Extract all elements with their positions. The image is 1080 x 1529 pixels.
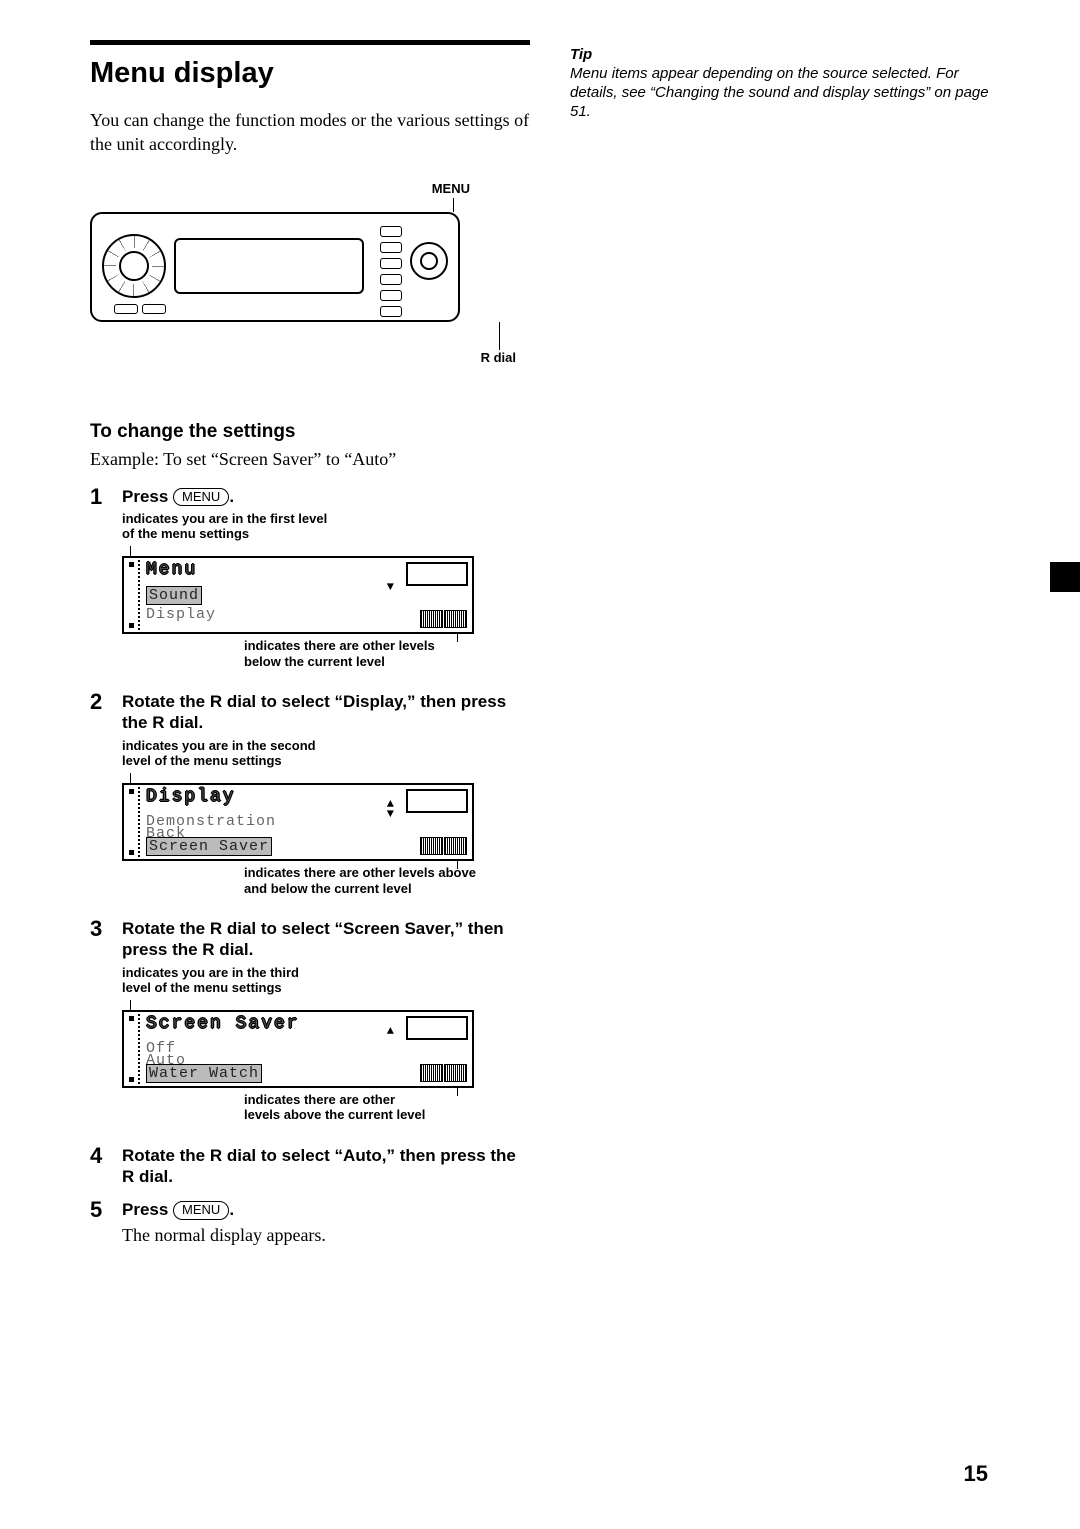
step-number: 1: [90, 486, 110, 684]
device-button-column: [380, 226, 402, 317]
step-item: 2 Rotate the R dial to select “Display,”…: [90, 691, 530, 910]
lcd-display: Screen Saver Off Auto Water Watch ▲: [122, 1000, 530, 1088]
device-menu-label: MENU: [90, 181, 530, 196]
caption-top: indicates you are in the first levelof t…: [122, 511, 530, 542]
tip-body: Menu items appear depending on the sourc…: [570, 65, 990, 121]
device-diagram: MENU R dial: [90, 181, 530, 365]
device-pointer-bottom: [90, 322, 530, 354]
step-number: 3: [90, 918, 110, 1137]
menu-key-icon: MENU: [173, 1201, 229, 1219]
step-item: 4 Rotate the R dial to select “Auto,” th…: [90, 1145, 530, 1192]
device-bottom-buttons: [114, 304, 166, 314]
caption-top: indicates you are in the thirdlevel of t…: [122, 965, 530, 996]
example-text: Example: To set “Screen Saver” to “Auto”: [90, 449, 530, 470]
step-number: 4: [90, 1145, 110, 1192]
menu-key-icon: MENU: [173, 488, 229, 506]
step-title: Rotate the R dial to select “Auto,” then…: [122, 1145, 530, 1188]
caption-bottom: indicates there are other levels abovean…: [244, 865, 530, 896]
step-number: 2: [90, 691, 110, 910]
left-dial-icon: [102, 234, 166, 298]
page-number: 15: [964, 1461, 988, 1487]
step-title: Press MENU.: [122, 486, 530, 507]
device-screen: [174, 238, 364, 294]
heading-rule: [90, 40, 530, 45]
step-title: Press MENU.: [122, 1199, 530, 1220]
device-pointer-top: [90, 198, 530, 212]
step-title: Rotate the R dial to select “Display,” t…: [122, 691, 530, 734]
step-item: 5 Press MENU. The normal display appears.: [90, 1199, 530, 1245]
lcd-display: Display Demonstration Back Screen Saver …: [122, 773, 530, 861]
caption-top: indicates you are in the secondlevel of …: [122, 738, 530, 769]
car-stereo-illustration: [90, 212, 460, 322]
r-dial-icon: [410, 242, 448, 280]
tip-title: Tip: [570, 46, 990, 63]
step-item: 3 Rotate the R dial to select “Screen Sa…: [90, 918, 530, 1137]
step-item: 1 Press MENU. indicates you are in the fi…: [90, 486, 530, 684]
page-title: Menu display: [90, 57, 530, 90]
step-after-text: The normal display appears.: [122, 1225, 530, 1246]
step-title: Rotate the R dial to select “Screen Save…: [122, 918, 530, 961]
caption-bottom: indicates there are other levelsbelow th…: [244, 638, 530, 669]
caption-bottom: indicates there are otherlevels above th…: [244, 1092, 530, 1123]
step-number: 5: [90, 1199, 110, 1245]
side-tab: [1050, 562, 1080, 592]
section-title: To change the settings: [90, 421, 530, 443]
intro-text: You can change the function modes or the…: [90, 108, 530, 157]
lcd-display: Menu Sound Display ▼: [122, 546, 530, 634]
